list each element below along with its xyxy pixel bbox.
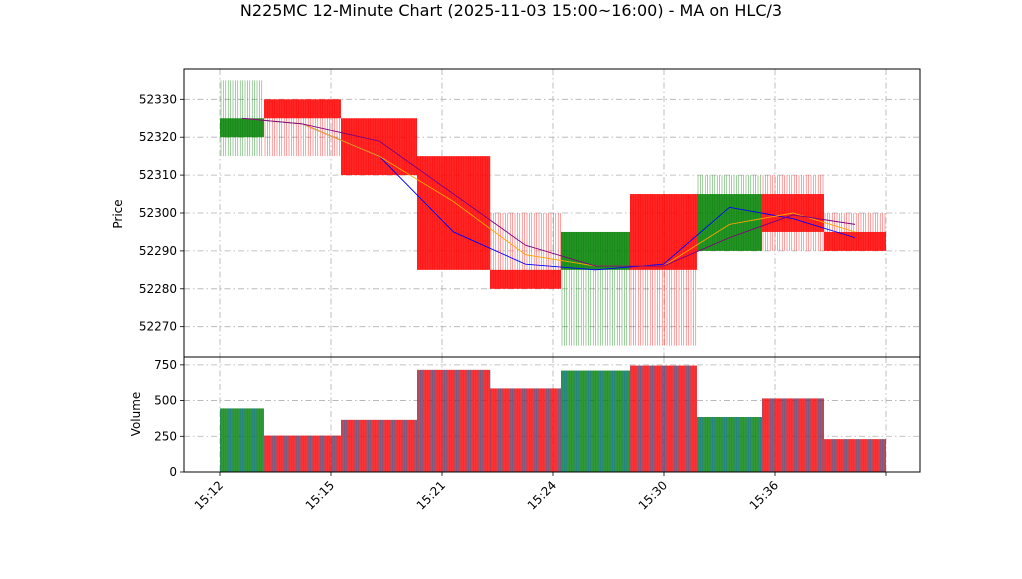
volume-tick-label: 500 — [154, 394, 177, 408]
candle — [561, 231, 630, 346]
candle — [490, 213, 561, 289]
price-tick-label: 52270 — [139, 320, 177, 334]
volume-bar-fill — [341, 419, 417, 472]
chart-title: N225MC 12-Minute Chart (2025-11-03 15:00… — [240, 1, 782, 20]
candle-body — [561, 231, 630, 270]
candle-body — [264, 99, 341, 119]
price-tick-label: 52300 — [139, 206, 177, 220]
candle-body — [697, 194, 762, 251]
candle — [762, 175, 824, 251]
candle — [264, 99, 341, 157]
x-tick-label: 15:36 — [747, 478, 781, 512]
candle — [341, 118, 417, 176]
price-tick-label: 52310 — [139, 168, 177, 182]
price-tick-label: 52280 — [139, 282, 177, 296]
volume-bar — [417, 369, 491, 472]
price-panel: 52270 52280 52290 52300 52310 52320 52330 — [139, 68, 921, 358]
volume-bar — [341, 419, 417, 472]
x-tick-label: 15:12 — [192, 478, 226, 512]
candle-body — [417, 156, 490, 270]
candle — [824, 213, 886, 251]
volume-bar — [630, 365, 697, 472]
x-tick-label: 15:15 — [303, 478, 337, 512]
x-tick-label: 15:21 — [414, 478, 448, 512]
x-tick-label: 15:24 — [525, 478, 559, 512]
volume-bar — [824, 439, 886, 472]
moving-average-line — [241, 117, 856, 267]
volume-axes-frame — [183, 356, 921, 473]
x-tick-label: 15:30 — [636, 478, 670, 512]
volume-bar — [264, 435, 341, 472]
volume-tick-label: 750 — [154, 358, 177, 372]
candle-body — [220, 118, 264, 138]
volume-bar — [762, 398, 824, 472]
moving-average-line — [241, 117, 856, 267]
candle — [630, 194, 697, 346]
volume-bar-fill — [490, 388, 561, 472]
candle — [697, 175, 762, 251]
volume-panel: 0 250 500 750 15:12 15:15 15:21 15:24 15:30 15:36 — [154, 356, 921, 513]
volume-bar — [490, 388, 561, 472]
price-tick-label: 52330 — [139, 92, 177, 106]
volume-bar — [561, 370, 630, 472]
volume-bar-fill — [220, 408, 264, 472]
volume-bar-fill — [762, 398, 824, 472]
volume-bar-fill — [824, 439, 886, 472]
price-tick-label: 52290 — [139, 244, 177, 258]
candle-body — [630, 194, 697, 270]
price-axis-label: Price — [111, 199, 125, 228]
volume-bar — [697, 417, 762, 472]
volume-tick-label: 250 — [154, 429, 177, 443]
volume-bar-fill — [264, 435, 341, 472]
price-tick-label: 52320 — [139, 130, 177, 144]
candle — [417, 156, 491, 270]
volume-tick-label: 0 — [169, 465, 177, 479]
candle-body — [490, 269, 561, 289]
candle — [220, 80, 264, 157]
volume-bar — [220, 408, 264, 472]
candle-body — [824, 231, 886, 251]
volume-axis-label: Volume — [129, 392, 143, 437]
volume-bar-fill — [630, 365, 697, 472]
candle-body — [341, 118, 417, 176]
volume-bar-fill — [417, 369, 490, 472]
